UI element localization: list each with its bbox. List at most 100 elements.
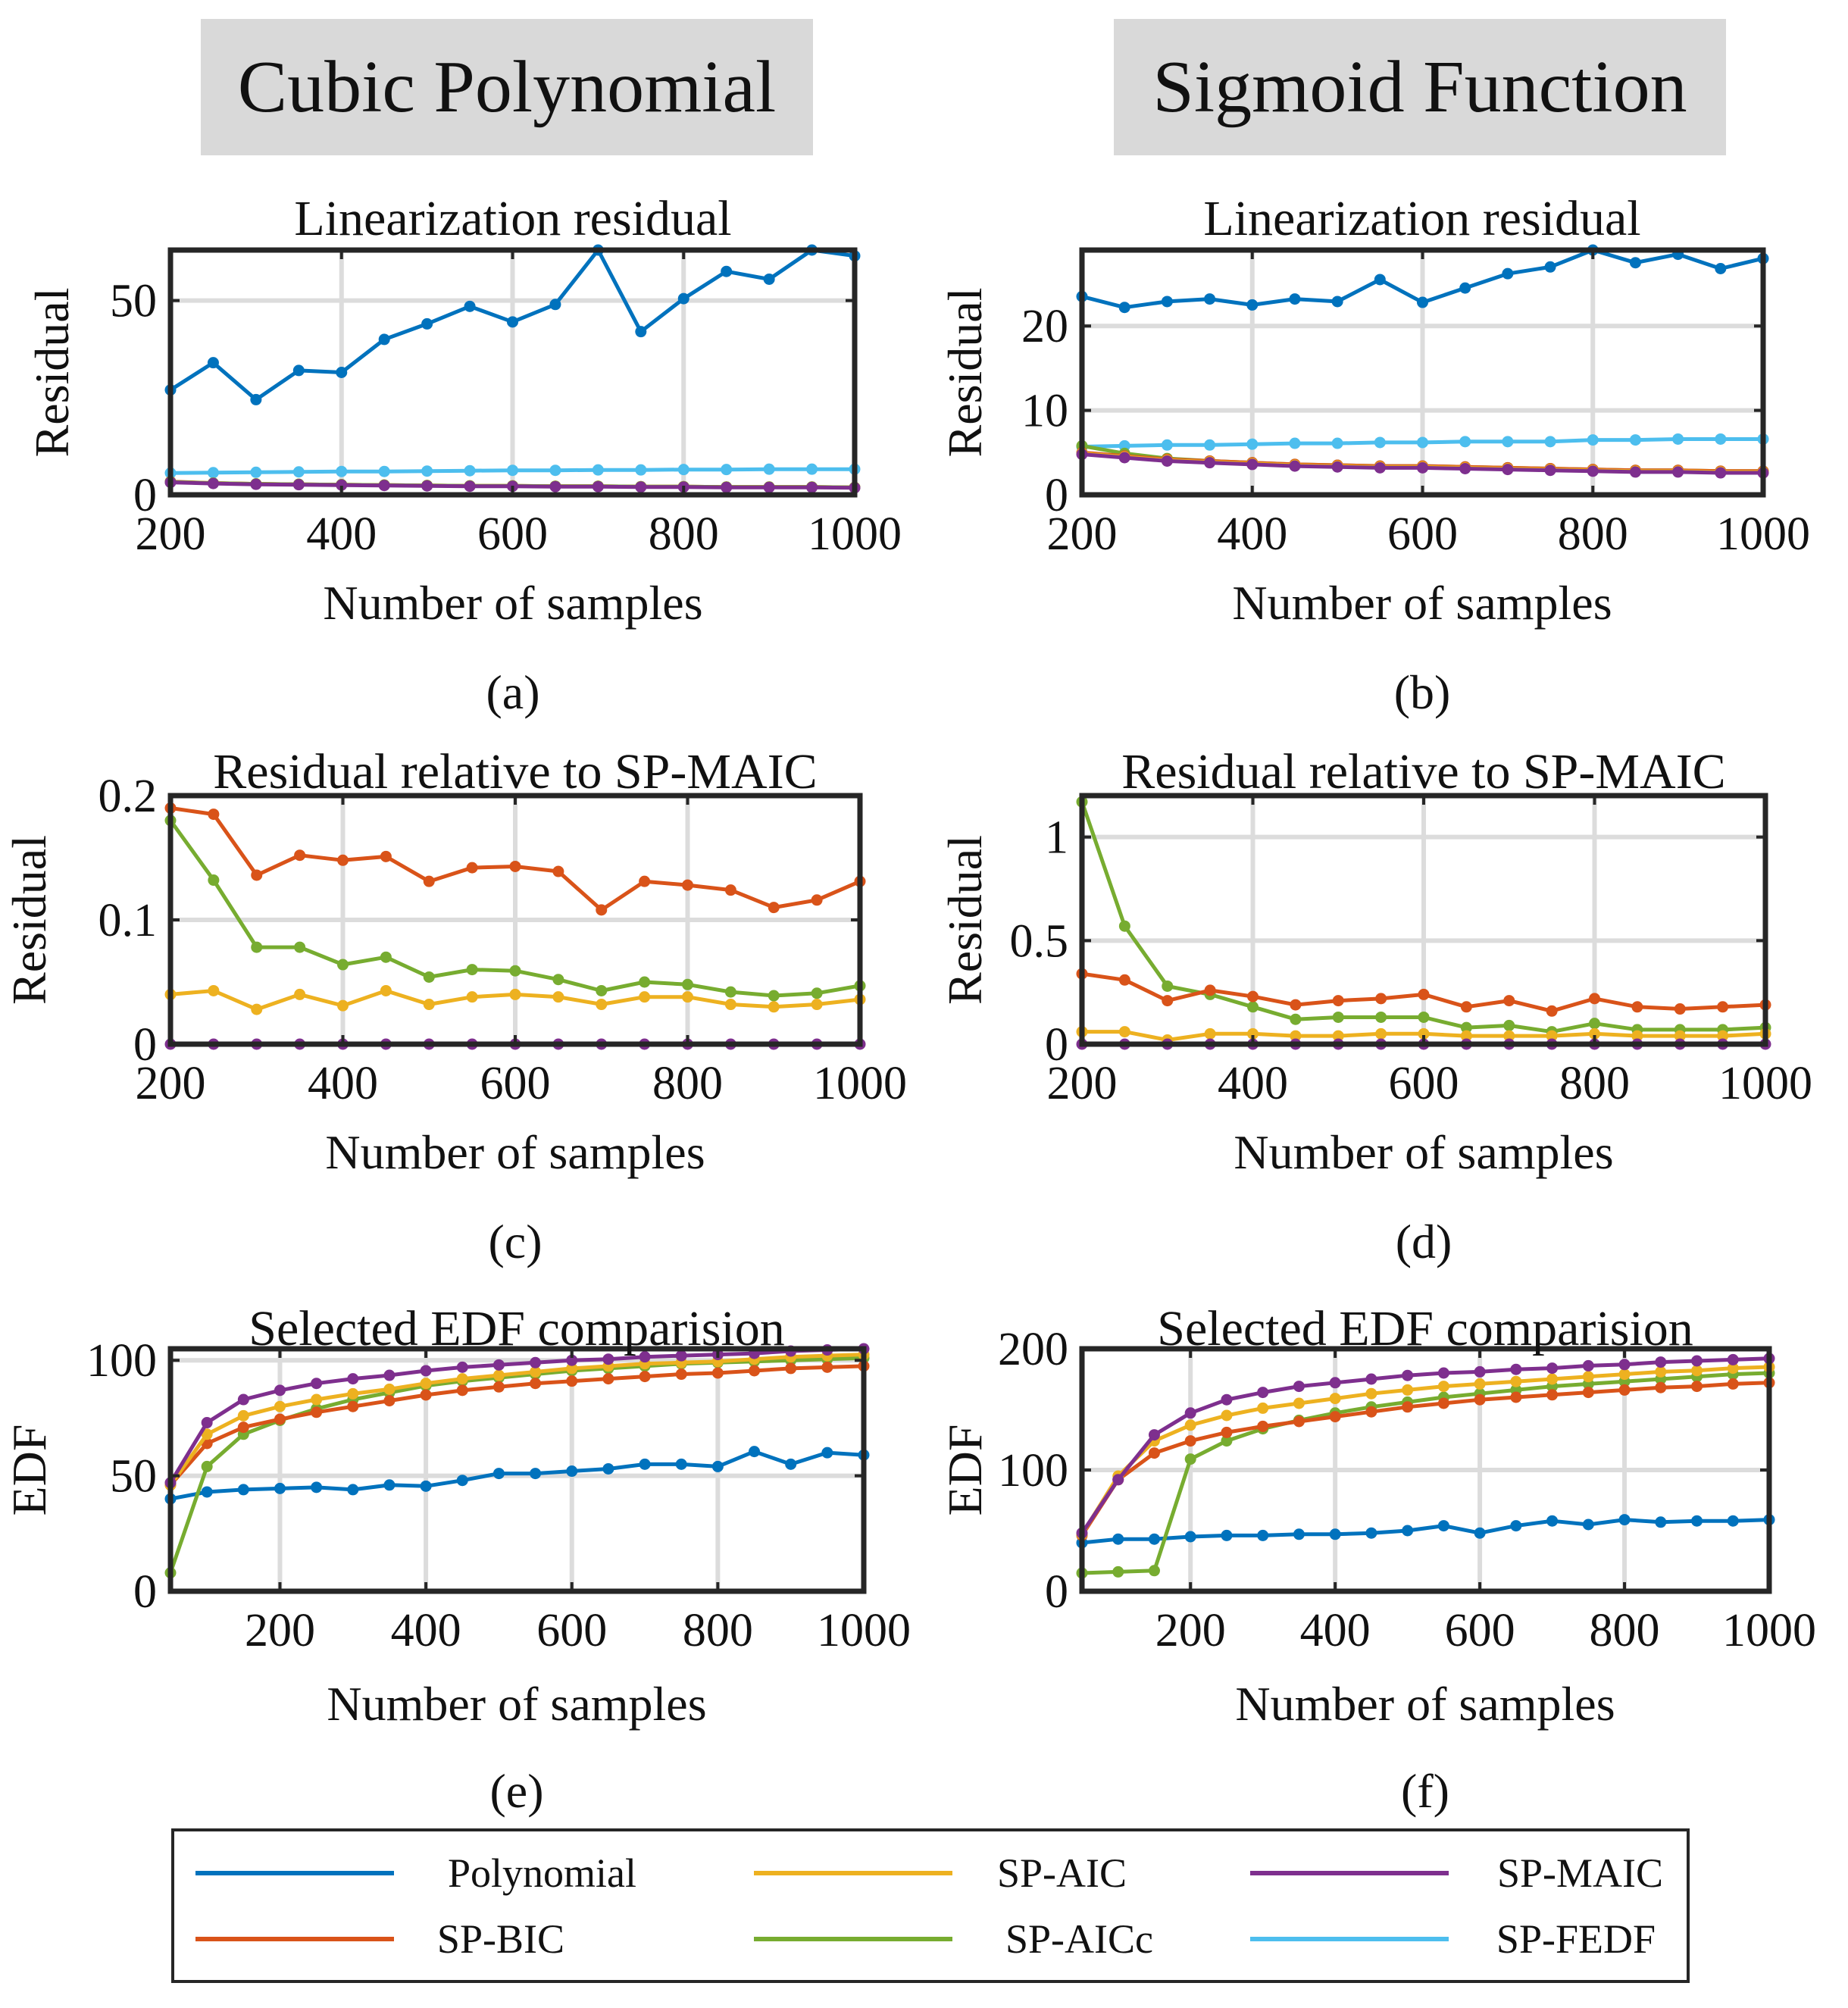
- data-point: [208, 874, 220, 887]
- data-point: [592, 480, 604, 493]
- data-point: [383, 1395, 396, 1407]
- data-point: [201, 1486, 213, 1498]
- data-point: [420, 1480, 432, 1492]
- data-point: [1510, 1520, 1522, 1532]
- data-point: [201, 1460, 213, 1472]
- data-point: [201, 1417, 213, 1429]
- x-tick-label: 600: [1387, 508, 1458, 560]
- y-axis-label: EDF: [938, 1425, 992, 1516]
- data-point: [1247, 990, 1259, 1002]
- legend-box: [171, 1828, 1690, 1983]
- data-point: [1221, 1409, 1233, 1422]
- data-point: [1546, 1389, 1559, 1401]
- data-point: [1332, 1011, 1344, 1023]
- data-point: [1204, 984, 1216, 996]
- panel-label: (c): [488, 1215, 542, 1268]
- data-point: [1629, 466, 1641, 478]
- data-point: [423, 971, 435, 983]
- data-point: [675, 1350, 687, 1362]
- data-point: [1221, 1393, 1233, 1406]
- x-tick-label: 200: [136, 1058, 206, 1109]
- x-tick-label: 800: [1590, 1605, 1660, 1656]
- data-point: [806, 463, 818, 475]
- data-point: [274, 1413, 286, 1425]
- data-point: [1502, 464, 1514, 476]
- y-axis-label: Residual: [938, 288, 992, 458]
- data-point: [1118, 974, 1130, 986]
- panel-label: (b): [1394, 665, 1451, 719]
- data-point: [1459, 436, 1471, 448]
- y-axis-label: Residual: [25, 288, 79, 458]
- data-point: [1655, 1381, 1667, 1393]
- data-point: [675, 1368, 687, 1381]
- data-point: [1375, 1011, 1387, 1023]
- data-point: [602, 1353, 614, 1365]
- data-point: [635, 464, 647, 476]
- data-point: [677, 292, 689, 305]
- series-line-sp-maic: [168, 1346, 865, 1484]
- data-point: [1418, 988, 1430, 1000]
- data-point: [464, 300, 476, 312]
- data-point: [1374, 461, 1386, 474]
- y-axis-label: Residual: [938, 835, 992, 1005]
- data-point: [1290, 999, 1302, 1011]
- data-point: [1587, 465, 1599, 477]
- data-point: [1544, 464, 1556, 477]
- data-point: [337, 854, 349, 866]
- data-point: [639, 1371, 651, 1383]
- data-point: [1502, 267, 1514, 280]
- data-point: [711, 1367, 724, 1379]
- chart-panel-e: 200 400 600 800 1000 0 50 100 Selected EDF compa…: [2, 1301, 911, 1818]
- legend-item-sp-aic: SP-AIC: [754, 1850, 1127, 1896]
- data-point: [1655, 1356, 1667, 1368]
- chart-panel-f: 200 400 600 800 1000 0 100 200 Selected EDF comp…: [938, 1301, 1816, 1818]
- data-point: [1631, 1001, 1643, 1013]
- data-point: [420, 1389, 432, 1401]
- data-point: [763, 463, 775, 475]
- data-point: [1118, 452, 1130, 464]
- data-point: [1293, 1415, 1305, 1428]
- data-point: [1546, 1373, 1559, 1385]
- legend-item-sp-aicc: SP-AICc: [754, 1916, 1153, 1962]
- data-point: [1474, 1378, 1486, 1390]
- data-point: [1474, 1365, 1486, 1378]
- data-point: [347, 1400, 359, 1412]
- data-point: [1502, 436, 1514, 448]
- data-point: [1618, 1514, 1631, 1526]
- data-point: [724, 884, 736, 896]
- data-point: [1717, 1001, 1729, 1013]
- data-point: [1161, 296, 1173, 308]
- data-point: [1331, 437, 1343, 449]
- legend: Polynomial SP-AIC SP-MAIC SP-BIC SP-AICc SP-F…: [171, 1828, 1690, 1983]
- series-sp-bic: [164, 1360, 870, 1491]
- data-point: [311, 1378, 323, 1390]
- series-line-sp-bic: [1080, 1381, 1770, 1537]
- data-point: [721, 481, 733, 493]
- data-point: [639, 1351, 651, 1363]
- y-tick-label: 100: [998, 1445, 1068, 1497]
- data-point: [1148, 1565, 1160, 1577]
- data-point: [530, 1378, 542, 1390]
- series-line-sp-maic: [1080, 1356, 1770, 1534]
- legend-item-polynomial: Polynomial: [195, 1850, 636, 1896]
- data-point: [292, 479, 305, 491]
- x-tick-label: 200: [1047, 508, 1118, 560]
- data-layer: [164, 244, 861, 494]
- data-point: [721, 464, 733, 476]
- data-point: [763, 273, 775, 285]
- y-tick-label: 20: [1021, 301, 1068, 352]
- data-point: [1691, 1365, 1703, 1377]
- data-point: [549, 299, 561, 311]
- data-point: [466, 862, 478, 874]
- data-point: [383, 1479, 396, 1491]
- data-point: [237, 1393, 249, 1406]
- data-point: [337, 999, 349, 1012]
- y-tick-label: 0: [133, 1019, 157, 1071]
- series-polynomial: [164, 1446, 870, 1505]
- data-point: [1374, 436, 1386, 449]
- data-point: [1437, 1367, 1449, 1379]
- data-point: [509, 965, 521, 977]
- data-point: [274, 1482, 286, 1494]
- data-point: [1582, 1519, 1594, 1531]
- data-point: [677, 464, 689, 476]
